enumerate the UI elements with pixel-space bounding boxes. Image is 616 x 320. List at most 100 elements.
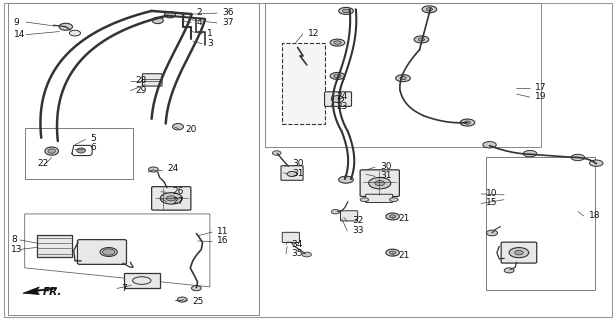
Ellipse shape bbox=[45, 147, 59, 155]
Ellipse shape bbox=[360, 198, 369, 202]
Text: 17: 17 bbox=[535, 83, 546, 92]
Ellipse shape bbox=[339, 176, 354, 183]
Ellipse shape bbox=[272, 151, 281, 155]
Text: 9: 9 bbox=[14, 18, 19, 27]
Ellipse shape bbox=[395, 75, 410, 82]
Ellipse shape bbox=[59, 23, 73, 30]
Text: 28: 28 bbox=[135, 76, 147, 85]
Ellipse shape bbox=[464, 121, 471, 124]
FancyBboxPatch shape bbox=[325, 92, 352, 106]
Bar bbox=[7, 3, 259, 316]
Text: 34: 34 bbox=[291, 240, 302, 249]
Ellipse shape bbox=[331, 96, 344, 103]
Ellipse shape bbox=[132, 277, 151, 284]
Text: 32: 32 bbox=[352, 216, 363, 225]
Text: 1: 1 bbox=[208, 28, 213, 38]
Ellipse shape bbox=[100, 248, 117, 256]
Ellipse shape bbox=[483, 142, 496, 148]
Text: 19: 19 bbox=[535, 92, 546, 101]
Ellipse shape bbox=[571, 154, 585, 161]
Text: 33: 33 bbox=[352, 226, 363, 235]
Bar bbox=[37, 235, 72, 257]
Ellipse shape bbox=[330, 39, 345, 46]
Text: 23: 23 bbox=[336, 102, 347, 111]
Ellipse shape bbox=[389, 198, 398, 202]
Ellipse shape bbox=[331, 210, 340, 214]
Text: 14: 14 bbox=[14, 30, 25, 39]
Ellipse shape bbox=[192, 286, 201, 291]
Circle shape bbox=[369, 178, 391, 189]
Text: 12: 12 bbox=[308, 28, 319, 38]
Text: 24: 24 bbox=[336, 92, 347, 101]
Ellipse shape bbox=[342, 9, 350, 13]
Ellipse shape bbox=[505, 268, 514, 273]
FancyBboxPatch shape bbox=[341, 211, 358, 221]
Ellipse shape bbox=[334, 41, 341, 44]
Circle shape bbox=[375, 180, 384, 186]
Circle shape bbox=[103, 249, 115, 255]
Text: 22: 22 bbox=[37, 159, 48, 168]
Circle shape bbox=[166, 196, 176, 201]
Bar bbox=[486, 157, 595, 290]
Ellipse shape bbox=[172, 124, 184, 130]
Text: 18: 18 bbox=[589, 211, 601, 220]
Text: 10: 10 bbox=[486, 189, 497, 198]
Bar bbox=[124, 273, 160, 288]
Text: 35: 35 bbox=[291, 249, 302, 258]
FancyBboxPatch shape bbox=[366, 194, 392, 203]
FancyBboxPatch shape bbox=[501, 242, 537, 263]
Ellipse shape bbox=[400, 76, 406, 80]
Text: 31: 31 bbox=[292, 169, 304, 178]
Bar bbox=[282, 43, 325, 124]
Text: 31: 31 bbox=[380, 172, 392, 180]
Circle shape bbox=[514, 251, 523, 255]
FancyBboxPatch shape bbox=[281, 166, 303, 180]
FancyBboxPatch shape bbox=[152, 187, 191, 210]
Ellipse shape bbox=[330, 72, 345, 79]
Text: 25: 25 bbox=[193, 297, 204, 306]
Ellipse shape bbox=[302, 252, 311, 257]
Ellipse shape bbox=[418, 38, 424, 41]
Ellipse shape bbox=[287, 172, 297, 177]
Text: 4: 4 bbox=[197, 18, 202, 27]
Text: 29: 29 bbox=[135, 86, 147, 95]
Ellipse shape bbox=[339, 7, 354, 14]
Text: 30: 30 bbox=[292, 159, 304, 168]
Text: 21: 21 bbox=[399, 214, 410, 223]
Ellipse shape bbox=[177, 297, 187, 302]
Text: 8: 8 bbox=[11, 236, 17, 244]
Circle shape bbox=[160, 193, 182, 204]
Text: 24: 24 bbox=[167, 164, 178, 173]
Ellipse shape bbox=[389, 251, 395, 254]
Text: 20: 20 bbox=[185, 125, 197, 134]
Ellipse shape bbox=[389, 215, 395, 218]
Ellipse shape bbox=[414, 36, 429, 43]
Text: 15: 15 bbox=[486, 198, 497, 207]
Ellipse shape bbox=[590, 160, 603, 166]
Text: 5: 5 bbox=[91, 134, 96, 143]
Ellipse shape bbox=[426, 8, 432, 11]
Ellipse shape bbox=[152, 17, 163, 24]
Text: 37: 37 bbox=[222, 18, 233, 27]
Text: 3: 3 bbox=[208, 39, 213, 48]
FancyBboxPatch shape bbox=[282, 232, 299, 243]
Bar bbox=[25, 128, 133, 179]
Ellipse shape bbox=[386, 249, 399, 256]
FancyBboxPatch shape bbox=[142, 74, 162, 86]
Text: 30: 30 bbox=[380, 162, 392, 171]
Text: 7: 7 bbox=[121, 284, 128, 293]
Ellipse shape bbox=[48, 149, 55, 153]
Text: 16: 16 bbox=[217, 236, 229, 245]
Ellipse shape bbox=[77, 148, 86, 153]
Ellipse shape bbox=[334, 74, 341, 78]
Text: 11: 11 bbox=[217, 227, 229, 236]
Text: 36: 36 bbox=[222, 8, 233, 17]
Ellipse shape bbox=[460, 119, 475, 126]
Ellipse shape bbox=[70, 30, 81, 36]
Ellipse shape bbox=[164, 12, 176, 18]
FancyBboxPatch shape bbox=[360, 170, 399, 196]
Text: 13: 13 bbox=[11, 245, 23, 254]
Text: 2: 2 bbox=[197, 8, 202, 17]
Ellipse shape bbox=[386, 213, 399, 220]
Ellipse shape bbox=[487, 230, 498, 236]
